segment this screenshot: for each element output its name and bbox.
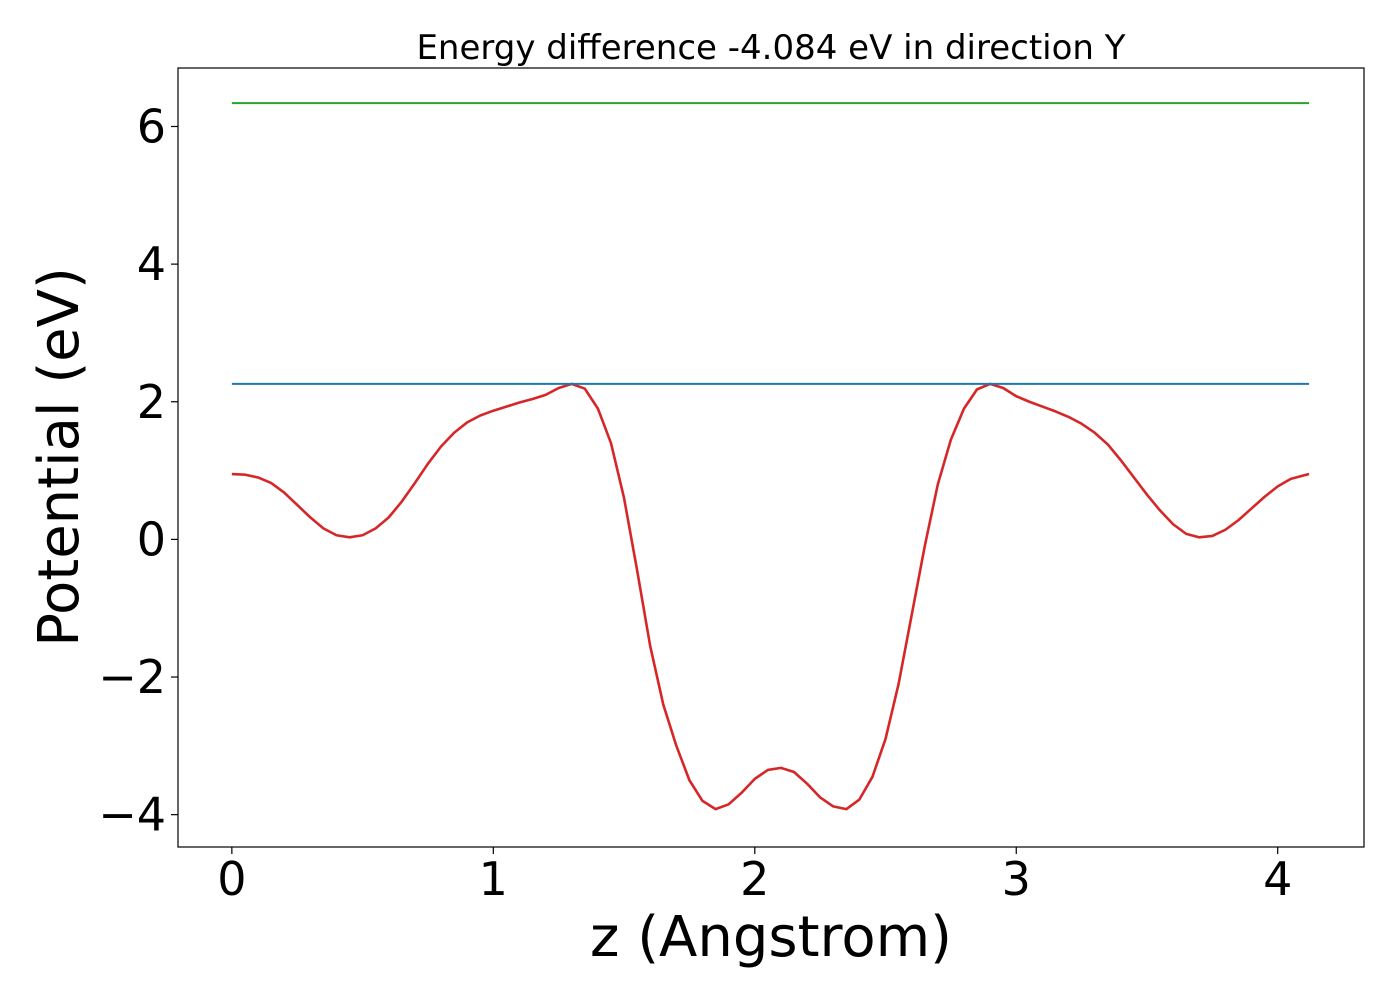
- x-axis-ticks: 0 1 2 3 4: [217, 847, 1292, 906]
- series-layer: [231, 102, 1310, 811]
- y-tick-label: −4: [98, 788, 166, 842]
- series-line-0: [231, 382, 1310, 811]
- y-tick-label: 2: [137, 375, 166, 429]
- x-tick-label: 2: [740, 852, 769, 906]
- plot-area-frame: [177, 67, 1365, 848]
- x-tick-label: 4: [1263, 852, 1292, 906]
- x-tick-label: 3: [1002, 852, 1031, 906]
- x-tick-label: 0: [217, 852, 246, 906]
- y-tick-label: 4: [137, 237, 166, 291]
- x-tick-label: 1: [479, 852, 508, 906]
- y-tick-label: 6: [137, 99, 166, 153]
- x-axis-label: z (Angstrom): [590, 905, 952, 970]
- y-tick-label: −2: [98, 650, 166, 704]
- chart-title: Energy difference -4.084 eV in direction…: [416, 28, 1125, 68]
- y-axis-ticks: −4 −2 0 2 4 6: [98, 99, 178, 842]
- y-tick-label: 0: [137, 512, 166, 566]
- y-axis-label: Potential (eV): [27, 267, 92, 647]
